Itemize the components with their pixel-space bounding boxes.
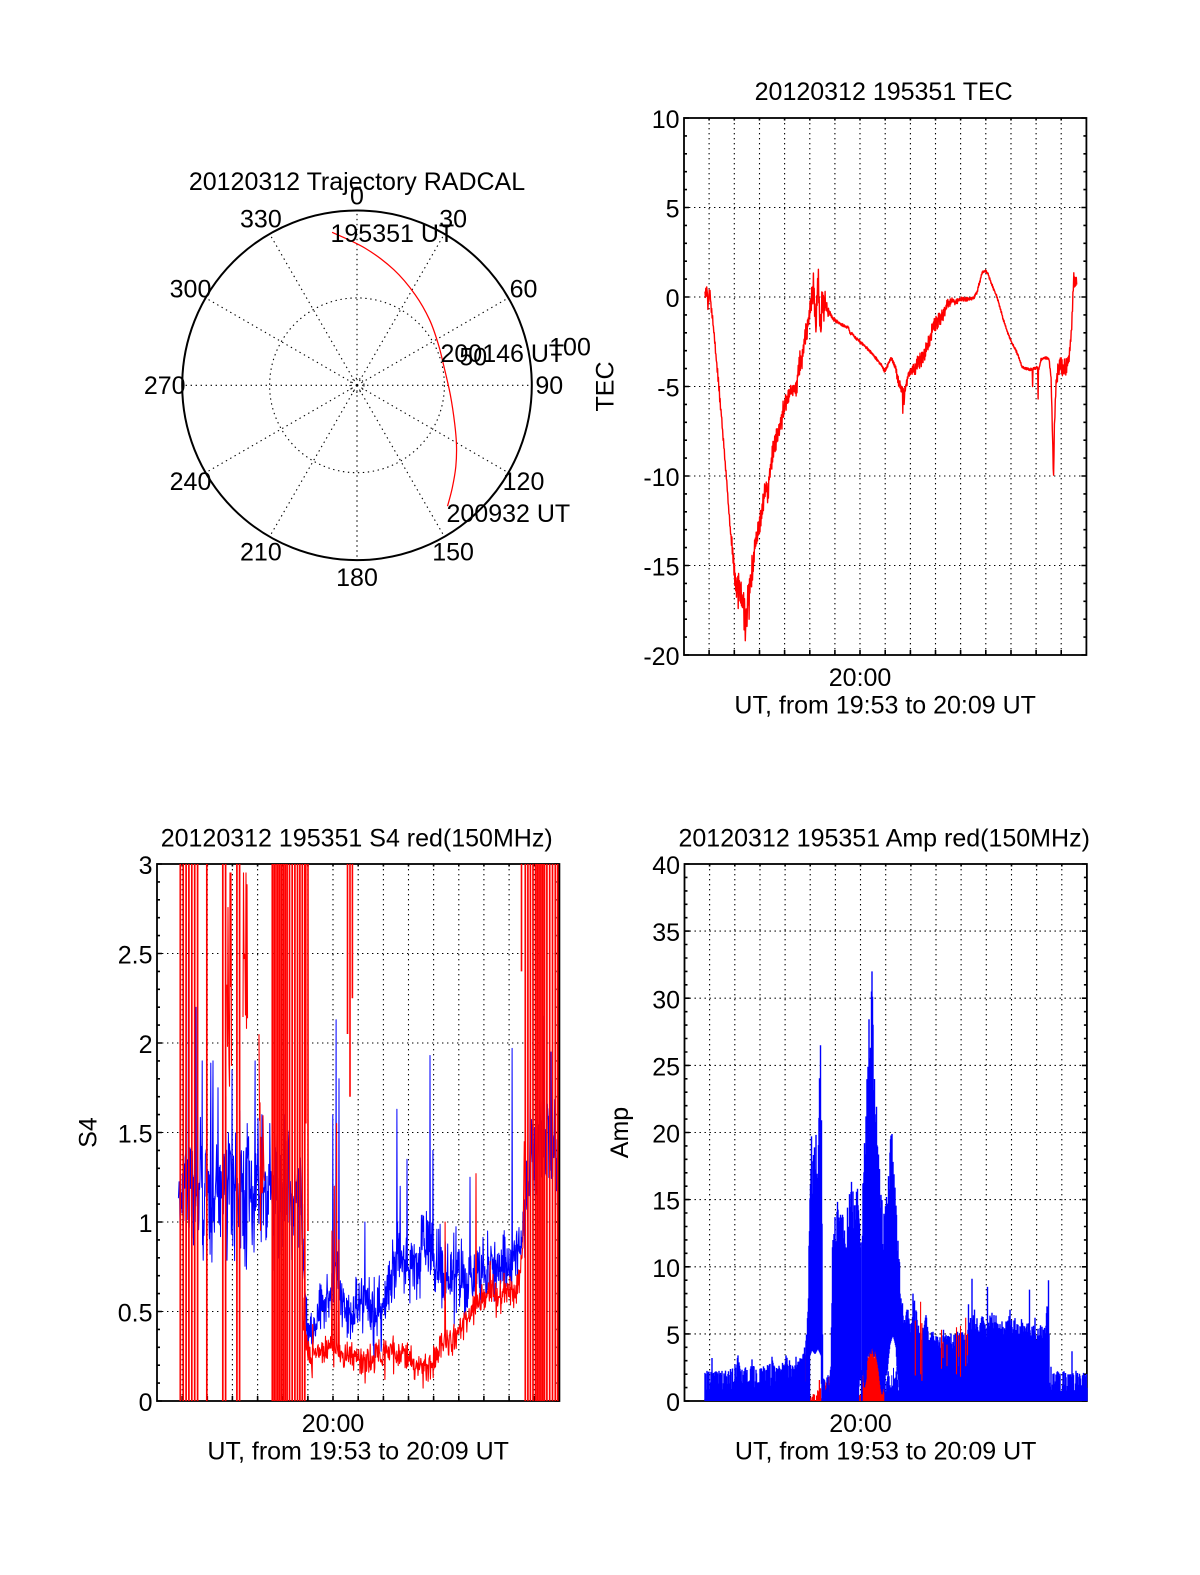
svg-text:200932 UT: 200932 UT: [447, 500, 571, 528]
svg-text:0.5: 0.5: [118, 1300, 153, 1328]
svg-text:20:00: 20:00: [829, 664, 892, 692]
svg-text:15: 15: [652, 1188, 680, 1216]
svg-text:S4: S4: [75, 1117, 103, 1148]
svg-text:5: 5: [666, 196, 680, 224]
svg-text:30: 30: [652, 986, 680, 1014]
svg-text:210: 210: [240, 538, 282, 566]
svg-text:150: 150: [432, 538, 474, 566]
svg-text:0: 0: [139, 1389, 153, 1417]
svg-text:3: 3: [139, 852, 153, 880]
svg-text:20:00: 20:00: [302, 1410, 365, 1438]
svg-text:40: 40: [652, 852, 680, 880]
svg-text:25: 25: [652, 1053, 680, 1081]
svg-text:90: 90: [535, 372, 563, 400]
svg-text:0: 0: [666, 285, 680, 313]
svg-text:-5: -5: [657, 375, 679, 403]
svg-text:20120312 Trajectory RADCAL: 20120312 Trajectory RADCAL: [189, 168, 525, 196]
svg-text:2: 2: [139, 1031, 153, 1059]
svg-text:-15: -15: [643, 554, 679, 582]
svg-text:20:00: 20:00: [829, 1410, 892, 1438]
svg-text:Amp: Amp: [606, 1107, 634, 1158]
svg-text:20120312 195351 Amp red(150MHz: 20120312 195351 Amp red(150MHz): [679, 825, 1090, 853]
svg-text:10: 10: [652, 106, 680, 134]
svg-text:TEC: TEC: [592, 362, 620, 412]
svg-text:2.5: 2.5: [118, 942, 153, 970]
svg-text:60: 60: [510, 276, 538, 304]
svg-text:UT, from 19:53 to 20:09 UT: UT, from 19:53 to 20:09 UT: [207, 1438, 509, 1466]
svg-text:30: 30: [439, 205, 467, 233]
svg-text:UT, from 19:53 to 20:09 UT: UT, from 19:53 to 20:09 UT: [735, 1438, 1037, 1466]
svg-text:330: 330: [240, 205, 282, 233]
svg-text:0: 0: [350, 183, 364, 211]
svg-text:20120312 195351 TEC: 20120312 195351 TEC: [755, 78, 1013, 106]
svg-text:20: 20: [652, 1121, 680, 1149]
svg-text:100: 100: [549, 334, 591, 362]
svg-text:UT, from 19:53 to 20:09 UT: UT, from 19:53 to 20:09 UT: [734, 692, 1036, 720]
svg-text:120: 120: [503, 468, 545, 496]
svg-text:20120312 195351 S4 red(150MHz): 20120312 195351 S4 red(150MHz): [161, 825, 553, 853]
svg-text:1.5: 1.5: [118, 1121, 153, 1149]
svg-text:300: 300: [170, 276, 212, 304]
svg-text:240: 240: [170, 468, 212, 496]
svg-text:35: 35: [652, 919, 680, 947]
svg-text:270: 270: [144, 372, 186, 400]
svg-text:180: 180: [336, 564, 378, 592]
svg-text:5: 5: [666, 1322, 680, 1350]
svg-text:200146 UT: 200146 UT: [441, 340, 565, 368]
svg-text:1: 1: [139, 1210, 153, 1238]
svg-text:-10: -10: [643, 464, 679, 492]
svg-text:50: 50: [459, 344, 487, 372]
svg-text:0: 0: [666, 1389, 680, 1417]
svg-text:195351 UT: 195351 UT: [331, 220, 455, 248]
svg-text:10: 10: [652, 1255, 680, 1283]
svg-text:-20: -20: [643, 643, 679, 671]
